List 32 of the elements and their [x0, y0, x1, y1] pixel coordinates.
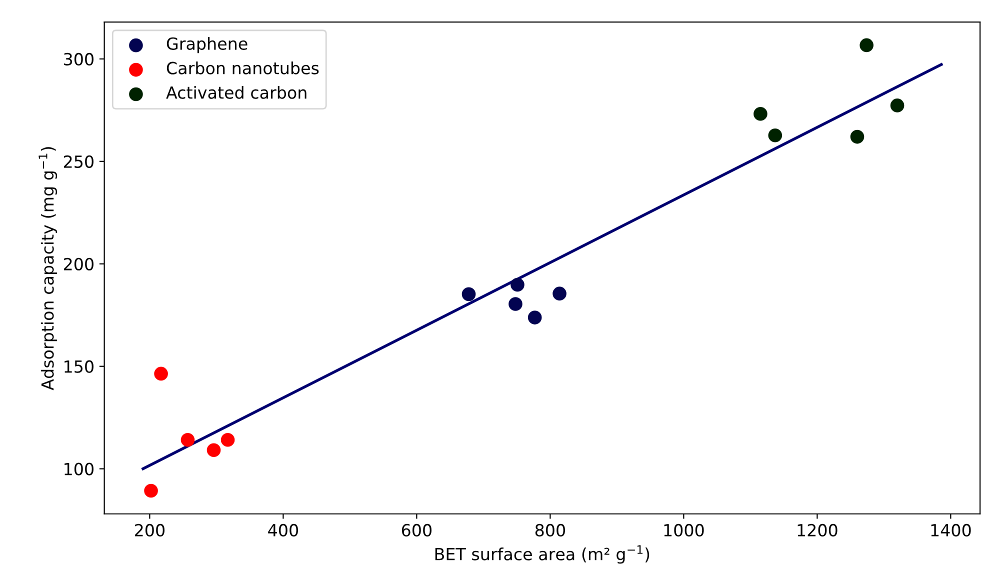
point	[508, 297, 522, 311]
x-tick-label: 800	[535, 524, 565, 537]
y-tick-label: 100	[64, 462, 94, 476]
x-tick-label: 1400	[931, 524, 971, 537]
x-tick-label: 200	[135, 524, 164, 537]
legend-label: Activated carbon	[166, 86, 306, 99]
point	[850, 130, 864, 144]
x-tick-label: 600	[402, 524, 432, 537]
point	[154, 366, 168, 381]
legend-label: Graphene	[166, 37, 248, 54]
y-tick-label: 200	[64, 258, 94, 270]
point	[890, 98, 904, 112]
x-tick-label: 1200	[798, 524, 838, 537]
point	[462, 287, 476, 302]
point	[860, 38, 874, 52]
y-axis-title: Adsorption capacity (mg g$^{−1}$)	[38, 147, 58, 390]
point	[220, 432, 235, 447]
point	[768, 128, 782, 142]
point	[144, 484, 158, 498]
point	[510, 278, 524, 292]
x-tick-label: 1000	[664, 524, 704, 537]
point	[552, 286, 566, 300]
y-tick-label: 150	[64, 360, 94, 373]
point	[206, 443, 221, 458]
point	[754, 106, 768, 121]
point	[528, 310, 542, 324]
point	[180, 432, 195, 447]
y-tick-label: 250	[64, 155, 94, 168]
y-tick-label: 300	[64, 52, 94, 66]
x-tick-label: 400	[268, 524, 298, 537]
legend-label: Carbon nanotubes	[166, 62, 319, 74]
x-axis-title: BET surface area (m² g$^{−1}$)	[435, 545, 650, 564]
